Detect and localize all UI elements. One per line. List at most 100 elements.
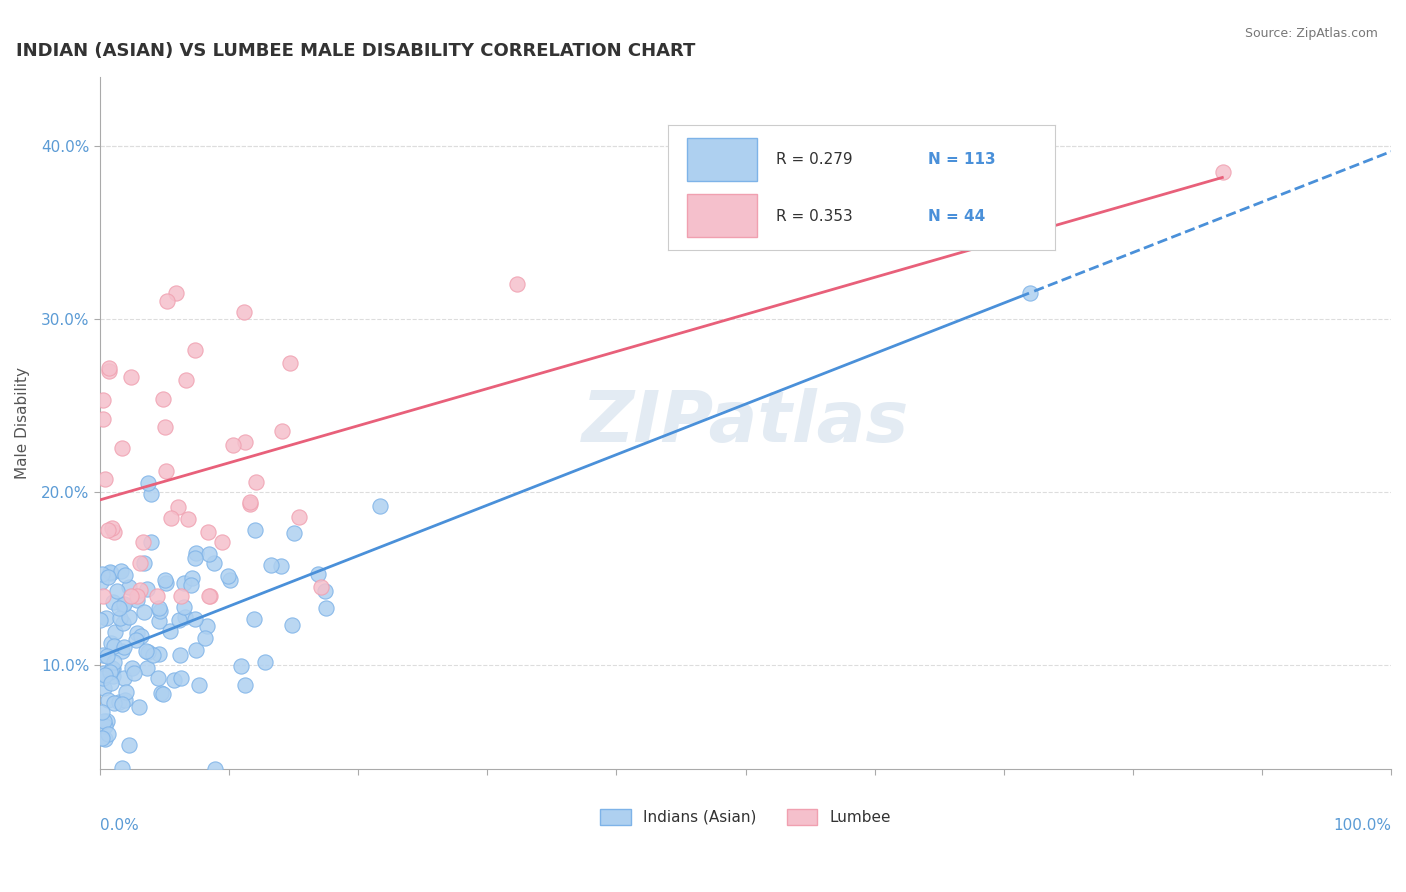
Point [204,762,226,776]
Point [288,510,311,524]
Point [194,631,217,645]
Point [129,556,152,570]
Point [129,583,152,598]
Point [101,521,124,535]
Point [239,497,262,511]
Point [136,582,159,596]
Point [155,575,177,590]
Point [218,573,240,587]
Point [129,629,152,643]
Point [152,392,174,406]
Point [91,671,114,685]
Point [127,593,149,607]
Text: Source: ZipAtlas.com: Source: ZipAtlas.com [1244,27,1378,40]
Point [97,570,120,584]
Point [103,655,125,669]
Point [149,604,172,618]
Point [173,600,195,615]
Point [104,624,127,639]
Point [132,605,155,619]
Text: 100.0%: 100.0% [1333,818,1391,833]
Point [128,700,150,714]
Point [111,442,134,456]
Point [107,600,129,615]
Point [217,569,239,583]
Point [169,648,191,662]
Text: ZIPatlas: ZIPatlas [582,388,910,458]
Point [101,668,124,682]
Point [270,559,292,574]
Y-axis label: Male Disability: Male Disability [15,367,30,479]
Point [112,598,135,612]
Point [121,661,143,675]
Point [97,361,120,376]
Point [100,675,122,690]
Point [90,731,112,745]
Point [105,583,128,598]
Point [94,718,117,732]
Point [91,566,114,581]
Point [98,565,121,579]
Point [174,609,197,624]
Point [309,580,332,594]
Point [243,524,266,538]
Point [211,534,233,549]
Point [90,574,112,589]
Point [139,535,162,549]
Point [135,661,157,675]
Point [110,611,132,625]
Text: INDIAN (ASIAN) VS LUMBEE MALE DISABILITY CORRELATION CHART: INDIAN (ASIAN) VS LUMBEE MALE DISABILITY… [15,42,696,60]
Point [142,648,165,662]
Point [170,589,193,603]
Point [111,760,134,774]
Point [167,500,190,514]
Point [111,697,134,711]
Point [145,589,167,603]
Point [169,671,191,685]
Point [233,435,256,450]
Point [122,665,145,680]
Point [315,600,337,615]
Point [253,655,276,669]
Point [114,693,136,707]
Point [96,649,118,664]
Point [93,714,115,728]
Point [98,363,121,377]
Point [103,524,125,539]
Point [94,472,117,486]
Point [136,476,159,491]
Point [108,695,131,709]
Point [98,665,121,680]
Point [96,714,118,729]
Point [111,644,134,658]
Point [198,547,221,561]
Point [186,642,208,657]
Point [120,370,142,384]
Point [101,661,124,675]
Point [103,639,125,653]
Point [239,495,262,509]
Point [112,598,135,612]
Text: 0.0%: 0.0% [100,818,139,833]
Point [307,566,329,581]
Point [94,611,117,625]
Point [93,666,115,681]
Point [97,693,120,707]
Point [100,566,122,581]
Point [180,578,202,592]
Point [131,534,153,549]
Point [222,438,245,452]
Point [167,613,190,627]
Point [89,613,111,627]
Point [242,612,264,626]
Point [97,523,120,537]
Legend: Indians (Asian), Lumbee: Indians (Asian), Lumbee [593,803,897,831]
Point [156,293,179,308]
Point [188,678,211,692]
Point [91,589,114,603]
Point [94,731,117,746]
Point [283,525,305,540]
Point [184,611,207,625]
Point [125,633,148,648]
Point [159,624,181,639]
